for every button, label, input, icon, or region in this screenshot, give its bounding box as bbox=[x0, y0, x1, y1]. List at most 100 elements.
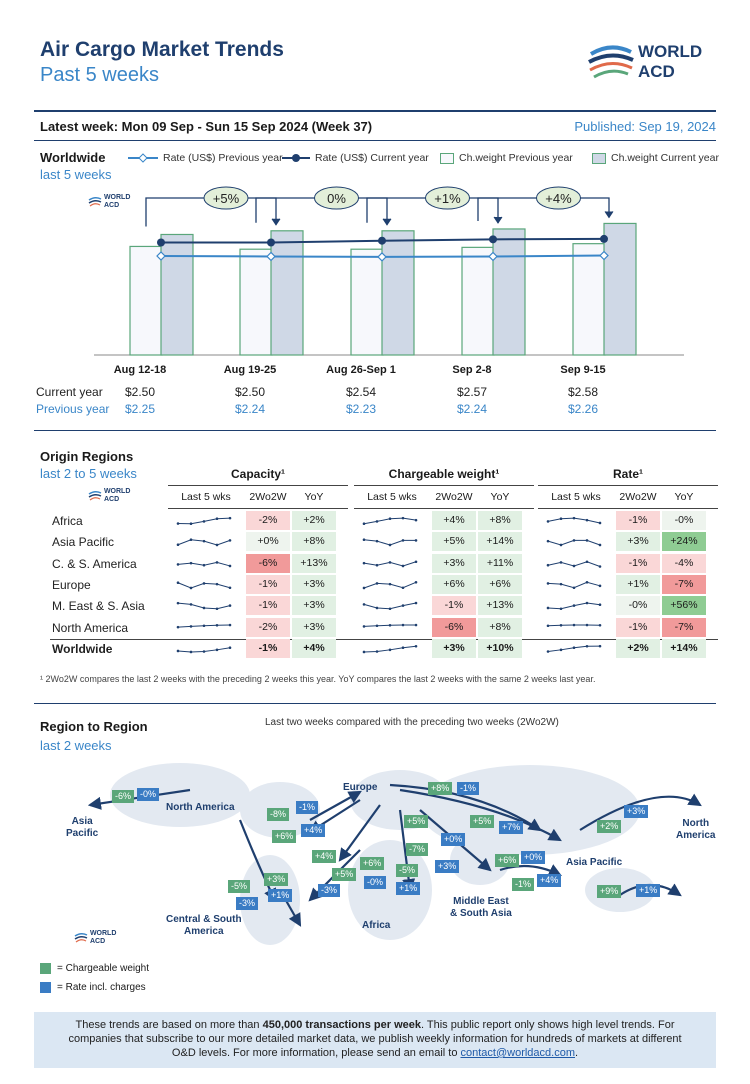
map-badge: +5% bbox=[404, 815, 429, 828]
sparkline bbox=[362, 601, 418, 611]
category-label: Aug 12-18 bbox=[113, 364, 167, 376]
point-rate-prev bbox=[599, 250, 609, 261]
region-label: Europe bbox=[52, 577, 91, 592]
origin-title: Origin Regions bbox=[40, 449, 134, 464]
legend-label: Ch.weight Previous year bbox=[459, 152, 573, 164]
footer-note: These trends are based on more than 450,… bbox=[34, 1012, 716, 1068]
region-subtitle: last 2 weeks bbox=[40, 738, 112, 753]
sparkline bbox=[176, 646, 232, 654]
metric-cell: -1% bbox=[616, 617, 660, 637]
bar-weight-curr bbox=[270, 230, 304, 356]
bar-weight-prev bbox=[572, 243, 606, 356]
metric-cell: -7% bbox=[662, 574, 706, 594]
globe-logo-icon bbox=[588, 45, 634, 79]
metric-cell: -1% bbox=[616, 511, 660, 530]
region-label: Worldwide bbox=[52, 641, 113, 656]
change-label: +5% bbox=[213, 191, 240, 206]
globe-logo-icon bbox=[88, 490, 102, 501]
change-label: +1% bbox=[434, 191, 461, 206]
map-badge: +6% bbox=[495, 854, 520, 867]
small-logo: WORLD ACD bbox=[88, 488, 148, 504]
row-label-current: Current year bbox=[36, 385, 103, 399]
worldwide-subtitle: last 5 weeks bbox=[40, 167, 112, 182]
legend-rate-curr: Rate (US$) Current year bbox=[282, 152, 429, 164]
map-badge: -1% bbox=[512, 878, 535, 891]
sparkline bbox=[362, 560, 418, 567]
group-header: Chargeable weight¹ bbox=[388, 467, 500, 481]
bar-weight-prev bbox=[461, 246, 495, 356]
map-badge: +1% bbox=[396, 882, 421, 895]
map-badge: +3% bbox=[264, 873, 289, 886]
metric-cell: -1% bbox=[246, 638, 290, 658]
legend-cw-prev: Ch.weight Previous year bbox=[440, 152, 573, 164]
globe-logo-icon bbox=[74, 932, 88, 943]
map-badge: +3% bbox=[435, 860, 460, 873]
map-badge: +0% bbox=[441, 833, 466, 846]
sparkline bbox=[176, 623, 232, 628]
map-badge: +0% bbox=[521, 851, 546, 864]
group-divider bbox=[354, 508, 534, 509]
map-badge: +7% bbox=[499, 821, 524, 834]
point-rate-curr bbox=[378, 236, 386, 245]
group-divider bbox=[538, 485, 718, 486]
metric-cell: +3% bbox=[292, 574, 336, 594]
group-divider bbox=[354, 485, 534, 486]
region-label: C. & S. America bbox=[52, 556, 137, 571]
legend-label: Rate (US$) Previous year bbox=[163, 152, 283, 164]
sparkline bbox=[362, 538, 418, 547]
map-badge: +1% bbox=[268, 889, 293, 902]
region-label: North America bbox=[52, 620, 129, 635]
rate-previous: $2.24 bbox=[456, 402, 488, 416]
map-label-europe: Europe bbox=[343, 782, 378, 793]
point-rate-prev bbox=[488, 251, 498, 262]
map-badge: +2% bbox=[597, 820, 622, 833]
map-badge: -0% bbox=[137, 788, 160, 801]
worldwide-title: Worldwide bbox=[40, 150, 106, 165]
metric-cell: +5% bbox=[432, 532, 476, 552]
category-label: Sep 2-8 bbox=[452, 364, 492, 376]
published-date: Published: Sep 19, 2024 bbox=[574, 119, 716, 134]
region-title: Region to Region bbox=[40, 719, 148, 734]
rate-previous: $2.24 bbox=[234, 402, 266, 416]
metric-cell: +10% bbox=[478, 638, 522, 658]
row-label-previous: Previous year bbox=[36, 402, 110, 416]
map-badge: -5% bbox=[396, 864, 419, 877]
metric-cell: -1% bbox=[246, 596, 290, 616]
point-rate-curr bbox=[267, 238, 275, 247]
rate-previous: $2.25 bbox=[124, 402, 156, 416]
map-badge: +4% bbox=[301, 824, 326, 837]
sparkline bbox=[546, 601, 602, 611]
col-header: Last 5 wks bbox=[367, 491, 417, 503]
latest-week: Latest week: Mon 09 Sep - Sun 15 Sep 202… bbox=[40, 119, 373, 134]
map-label-mesa: Middle East & South Asia bbox=[450, 896, 512, 919]
small-logo: WORLD ACD bbox=[74, 930, 134, 946]
map-label-na-left: North America bbox=[166, 802, 235, 813]
map-badge: +6% bbox=[360, 857, 385, 870]
group-divider bbox=[168, 485, 348, 486]
map-badge: -8% bbox=[267, 808, 290, 821]
col-header: Last 5 wks bbox=[551, 491, 601, 503]
contact-email-link[interactable]: contact@worldacd.com bbox=[460, 1047, 576, 1059]
map-badge: +5% bbox=[332, 868, 357, 881]
map-badge: -1% bbox=[296, 801, 319, 814]
group-header: Rate¹ bbox=[612, 467, 643, 481]
metric-cell: +56% bbox=[662, 596, 706, 616]
metric-cell: +24% bbox=[662, 532, 706, 552]
origin-subtitle: last 2 to 5 weeks bbox=[40, 466, 137, 481]
category-label: Sep 9-15 bbox=[560, 364, 606, 376]
map-label-na-right: North America bbox=[676, 818, 716, 841]
change-arrow-icon bbox=[604, 211, 614, 219]
point-rate-curr bbox=[600, 234, 608, 243]
bar-weight-prev bbox=[129, 245, 163, 356]
region-label: Asia Pacific bbox=[52, 535, 115, 550]
metric-cell: +3% bbox=[432, 638, 476, 658]
group-header: Capacity¹ bbox=[230, 467, 286, 481]
legend-cw-curr: Ch.weight Current year bbox=[592, 152, 719, 164]
change-arrow-icon bbox=[493, 216, 503, 224]
map-badge: -3% bbox=[236, 897, 259, 910]
metric-cell: +2% bbox=[616, 638, 660, 658]
map-badge: -6% bbox=[112, 790, 135, 803]
bar-weight-prev bbox=[350, 248, 384, 356]
map-badge: -0% bbox=[364, 876, 387, 889]
metric-cell: +14% bbox=[478, 532, 522, 552]
